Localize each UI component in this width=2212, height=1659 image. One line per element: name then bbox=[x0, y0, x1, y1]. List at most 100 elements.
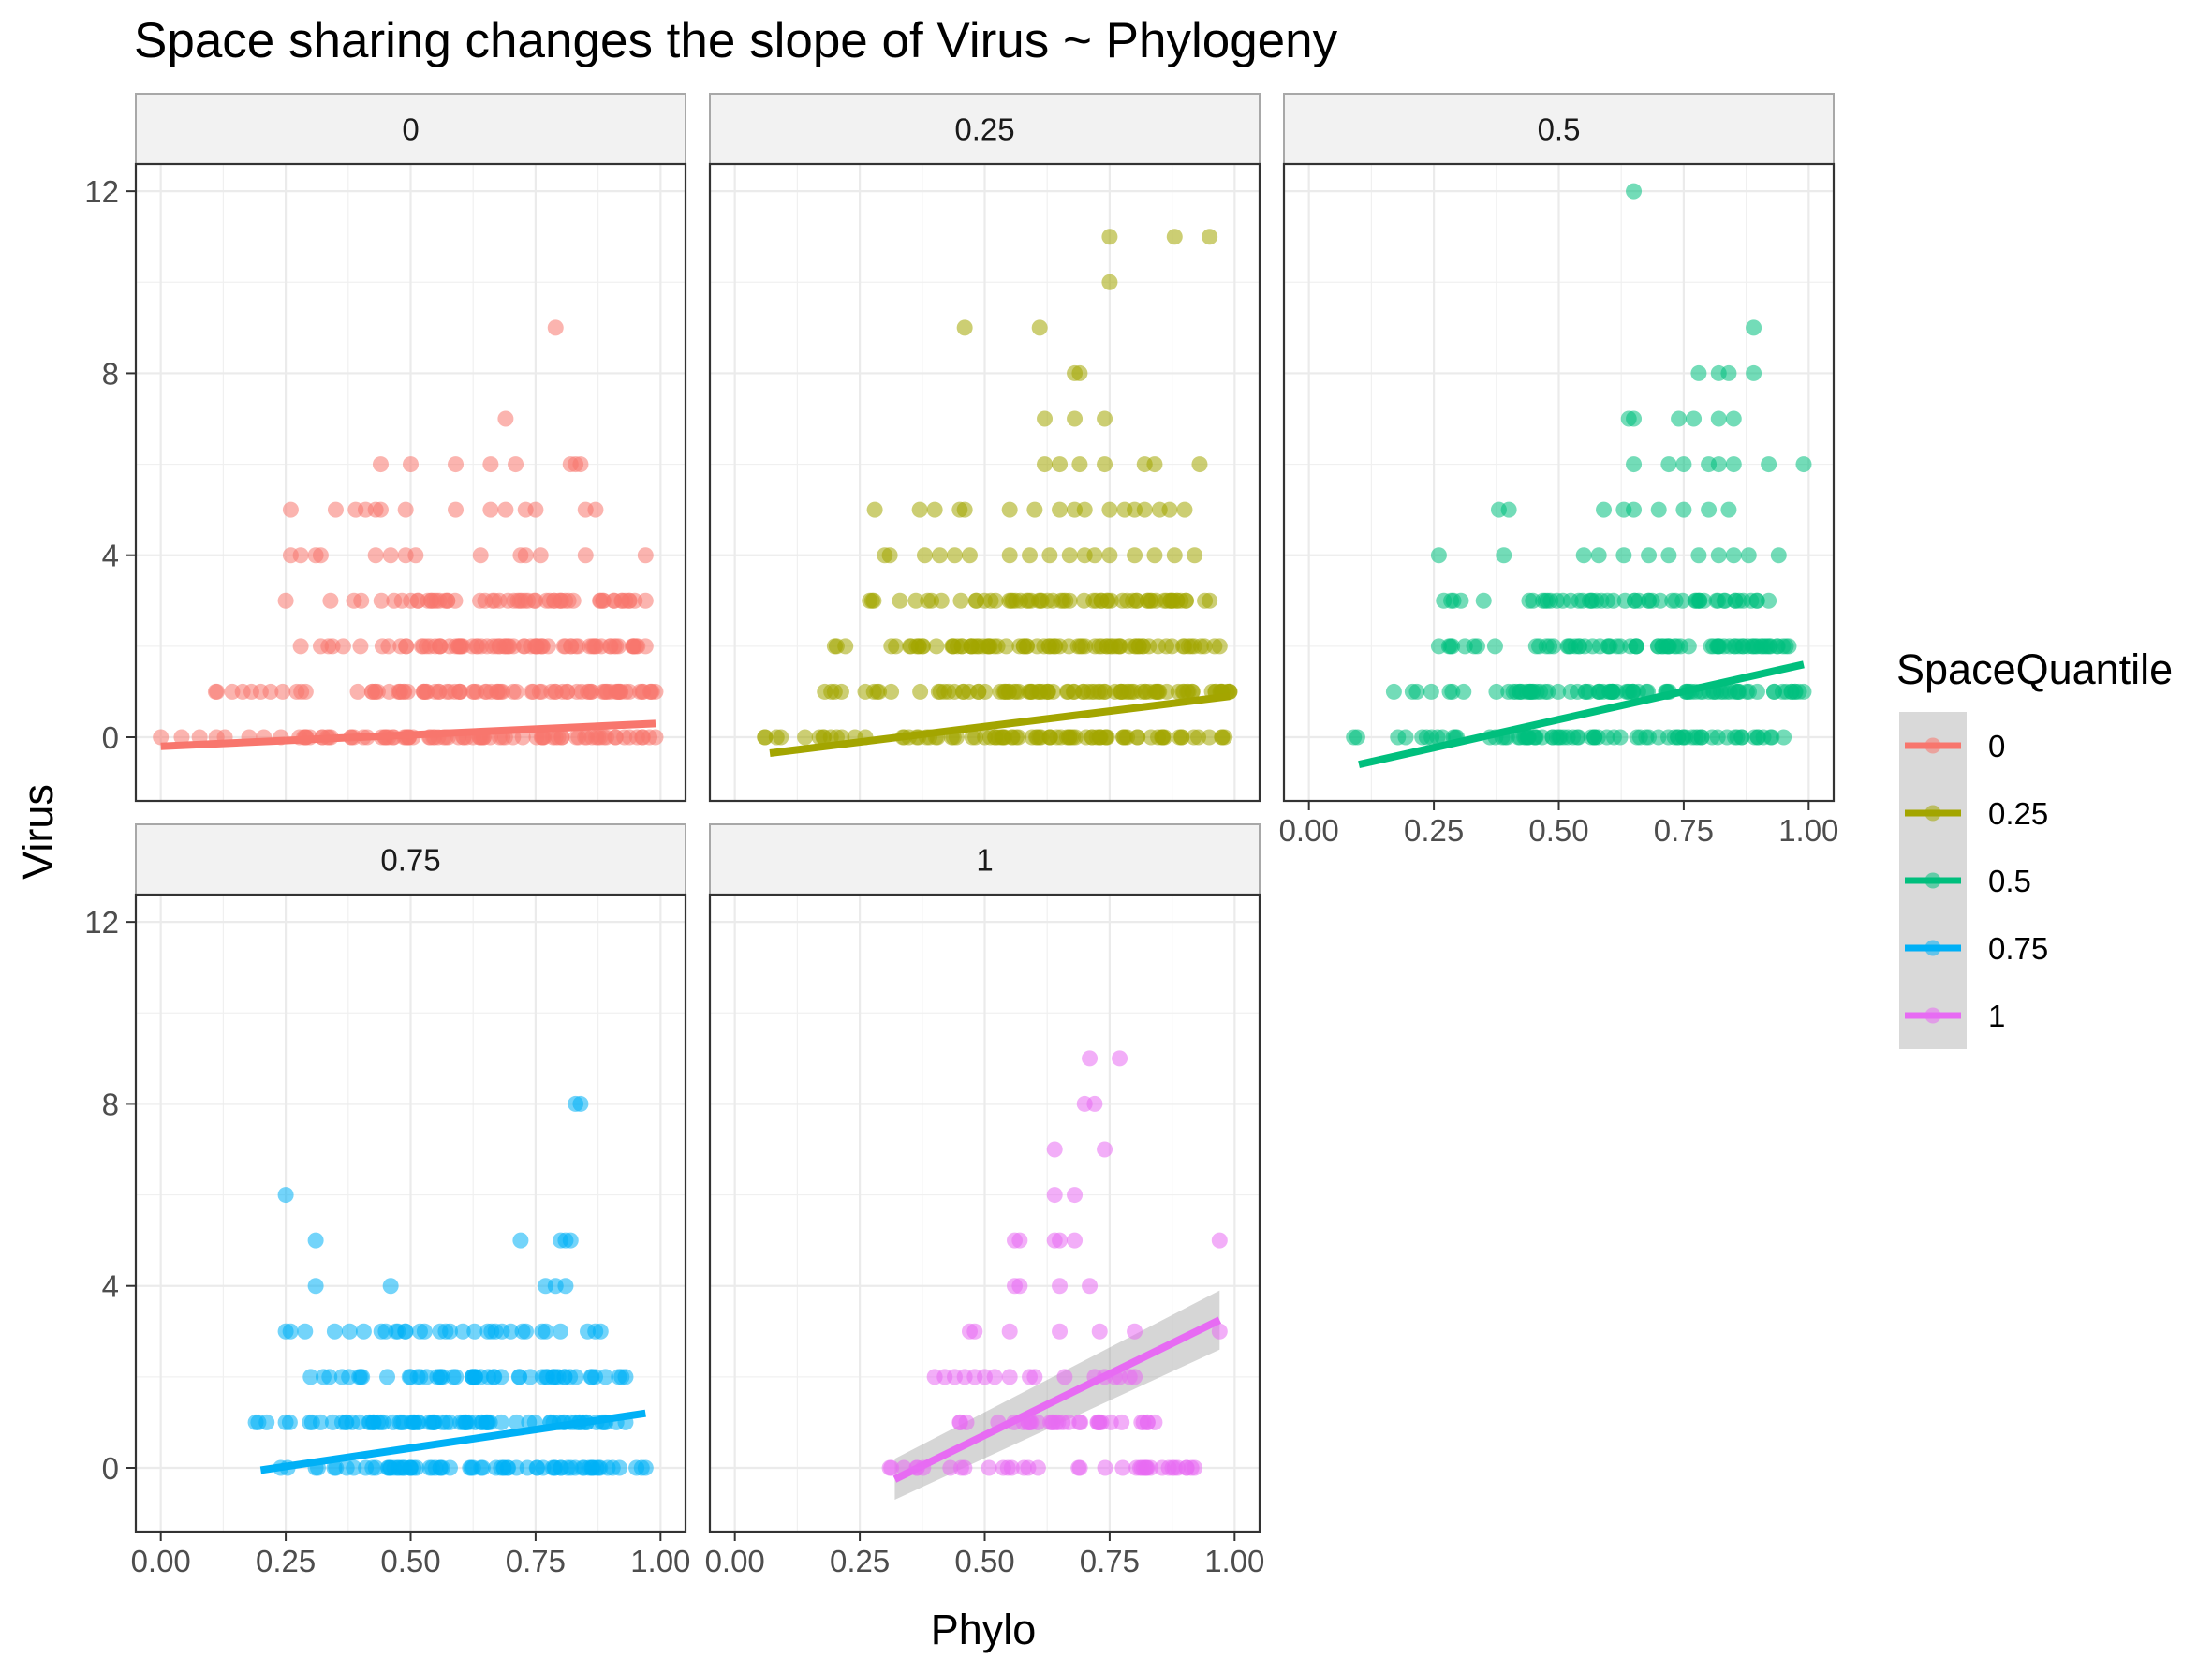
data-point bbox=[486, 592, 503, 609]
data-point bbox=[497, 501, 514, 518]
data-point bbox=[961, 547, 978, 564]
data-point bbox=[297, 1323, 314, 1340]
x-axis-title: Phylo bbox=[931, 1606, 1037, 1653]
y-tick-label: 12 bbox=[84, 905, 119, 940]
data-point bbox=[1748, 592, 1765, 609]
data-point bbox=[952, 592, 969, 609]
data-point bbox=[811, 729, 828, 746]
legend-item: 0.75 bbox=[1899, 914, 2048, 982]
data-point bbox=[1115, 729, 1132, 746]
data-point bbox=[437, 1323, 454, 1340]
data-point bbox=[489, 683, 506, 700]
data-point bbox=[626, 638, 642, 655]
data-point bbox=[1180, 638, 1197, 655]
data-point bbox=[528, 1459, 545, 1476]
data-point bbox=[351, 1369, 368, 1385]
data-point bbox=[863, 592, 880, 609]
data-point bbox=[822, 729, 839, 746]
data-point bbox=[373, 1323, 390, 1340]
data-point bbox=[1686, 410, 1703, 427]
legend-label: 0 bbox=[1988, 729, 2005, 763]
data-point bbox=[1725, 410, 1742, 427]
data-point bbox=[1585, 638, 1601, 655]
data-point bbox=[390, 1323, 406, 1340]
data-point bbox=[1677, 729, 1694, 746]
data-point bbox=[1184, 683, 1201, 700]
data-point bbox=[1101, 547, 1118, 564]
data-point bbox=[1430, 547, 1447, 564]
data-point bbox=[553, 1459, 569, 1476]
data-point bbox=[597, 1369, 614, 1385]
data-point bbox=[1475, 592, 1492, 609]
data-point bbox=[274, 683, 291, 700]
data-point bbox=[628, 729, 645, 746]
data-point bbox=[1031, 319, 1048, 336]
legend-label: 0.5 bbox=[1988, 864, 2031, 898]
data-point bbox=[512, 1232, 529, 1249]
data-point bbox=[511, 592, 528, 609]
data-point bbox=[1488, 683, 1505, 700]
data-point bbox=[945, 638, 962, 655]
data-point bbox=[933, 592, 950, 609]
data-point bbox=[1709, 638, 1726, 655]
y-axis-title: Virus bbox=[14, 784, 62, 880]
data-point bbox=[1039, 683, 1055, 700]
data-point bbox=[430, 683, 447, 700]
data-point bbox=[1726, 683, 1743, 700]
data-point bbox=[1113, 683, 1129, 700]
facet-strip-label: 0.25 bbox=[954, 112, 1014, 147]
data-point bbox=[302, 1369, 319, 1385]
data-point bbox=[1731, 592, 1747, 609]
data-point bbox=[1761, 456, 1777, 473]
data-point bbox=[1500, 683, 1517, 700]
data-point bbox=[510, 1369, 527, 1385]
data-point bbox=[1214, 729, 1231, 746]
facet-strip-label: 0.75 bbox=[380, 843, 440, 878]
data-point bbox=[996, 729, 1013, 746]
data-point bbox=[1390, 729, 1407, 746]
data-point bbox=[1710, 410, 1727, 427]
facet-strip-label: 0 bbox=[402, 112, 419, 147]
data-point bbox=[1770, 547, 1787, 564]
data-point bbox=[1001, 547, 1018, 564]
data-point bbox=[282, 1323, 299, 1340]
data-point bbox=[1762, 729, 1779, 746]
data-point bbox=[1761, 592, 1777, 609]
data-point bbox=[1740, 547, 1757, 564]
data-point bbox=[1097, 683, 1113, 700]
data-point bbox=[1086, 638, 1103, 655]
data-point bbox=[1660, 456, 1677, 473]
data-point bbox=[1067, 1232, 1084, 1249]
data-point bbox=[1191, 456, 1208, 473]
data-point bbox=[533, 683, 550, 700]
panel-border bbox=[708, 162, 1261, 803]
data-point bbox=[1628, 638, 1644, 655]
data-point bbox=[1738, 683, 1755, 700]
data-point bbox=[1690, 547, 1707, 564]
data-point bbox=[557, 638, 574, 655]
y-tick-label: 8 bbox=[102, 356, 119, 391]
y-tick-label: 12 bbox=[84, 174, 119, 209]
data-point bbox=[628, 1459, 645, 1476]
data-point bbox=[1033, 729, 1050, 746]
data-point bbox=[1725, 456, 1742, 473]
data-point bbox=[1082, 1278, 1099, 1295]
data-point bbox=[987, 592, 1004, 609]
data-point bbox=[472, 1369, 489, 1385]
data-point bbox=[382, 1278, 399, 1295]
data-point bbox=[556, 1369, 573, 1385]
data-point bbox=[474, 1459, 491, 1476]
x-tick-label: 1.00 bbox=[1204, 1544, 1264, 1578]
data-point bbox=[338, 1414, 355, 1430]
data-point bbox=[1086, 1095, 1103, 1112]
data-point bbox=[553, 729, 570, 746]
data-point bbox=[883, 683, 900, 700]
data-point bbox=[450, 683, 467, 700]
data-point bbox=[1626, 456, 1643, 473]
x-tick-label: 0.25 bbox=[256, 1544, 316, 1578]
data-point bbox=[358, 1459, 375, 1476]
data-point bbox=[327, 501, 344, 518]
facet-panel: 0.75 0.00 0.25 0.50 0.75 1.00 0 4 8 12 bbox=[84, 823, 690, 1578]
data-point bbox=[587, 1323, 604, 1340]
data-point bbox=[1668, 638, 1685, 655]
